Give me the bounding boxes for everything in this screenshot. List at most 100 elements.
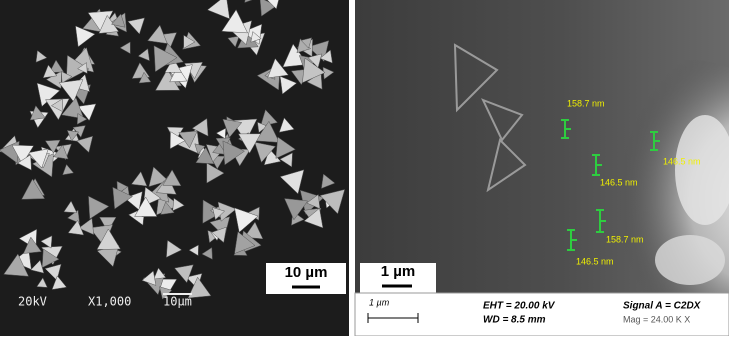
crystal (141, 270, 157, 286)
crystal (307, 53, 323, 69)
crystal (96, 228, 121, 250)
crystal (52, 144, 69, 160)
bright-region (675, 115, 729, 225)
measurements: 158.7 nm 146.5 nm 146.5 nm 158.7 nm 146.… (567, 98, 701, 266)
crystal (244, 0, 253, 3)
measurement: 146.5 nm (600, 177, 638, 187)
crystal (127, 17, 145, 35)
info-bar (354, 292, 729, 337)
crystal (11, 144, 35, 165)
crystal (63, 200, 78, 213)
crystal (254, 141, 276, 163)
crystal (227, 35, 240, 48)
crystal (194, 143, 206, 155)
crystal (234, 231, 256, 254)
measurement: 146.5 nm (663, 156, 701, 166)
crystal (191, 118, 209, 137)
crystal (51, 275, 67, 290)
crystal (187, 276, 212, 299)
crystal (76, 135, 94, 153)
crystal (66, 54, 90, 82)
crystal (36, 277, 48, 288)
crystal (45, 98, 70, 121)
crystal (61, 97, 85, 120)
info-mag: Mag = 24.00 K X (623, 314, 690, 324)
measure-markers (561, 119, 660, 251)
triangle-outline (486, 138, 527, 193)
footer-scale: 10µm (163, 295, 192, 309)
crystal (169, 66, 188, 83)
info-scale: 1 µm (369, 297, 390, 307)
crystal (319, 49, 333, 64)
crystal (36, 82, 61, 107)
crystal (215, 127, 226, 140)
crystal (153, 45, 178, 73)
crystal (40, 235, 53, 249)
crystal (66, 130, 80, 142)
crystal-particles (0, 0, 346, 300)
crystal (207, 0, 230, 20)
crystal (195, 147, 215, 165)
crystal (222, 118, 243, 138)
triangle-outline (453, 43, 499, 113)
crystal (172, 197, 185, 212)
crystal (3, 253, 29, 277)
crystal (77, 113, 88, 125)
crystal (77, 62, 88, 74)
crystal (222, 140, 245, 166)
crystal (201, 247, 213, 260)
crystal (138, 71, 152, 84)
crystal (112, 186, 133, 210)
crystal (67, 219, 85, 236)
crystal (321, 173, 336, 189)
crystal (211, 226, 227, 243)
crystal (42, 64, 58, 79)
info-wd: WD = 8.5 mm (483, 315, 546, 326)
info-scale-bar (367, 313, 419, 323)
crystal (131, 171, 148, 187)
crystal (162, 169, 182, 186)
crystal (234, 207, 259, 233)
scale-box-label: 1 µm (381, 263, 416, 280)
measurement: 158.7 nm (606, 234, 644, 244)
crystal (119, 41, 131, 55)
crystal (28, 148, 49, 169)
info-eht: EHT = 20.00 kV (483, 301, 556, 312)
crystal (67, 209, 80, 224)
crystal (255, 120, 280, 143)
info-signal: Signal A = C2DX (623, 301, 702, 312)
crystal (278, 117, 295, 133)
crystal (111, 13, 126, 28)
crystal (88, 195, 110, 220)
bright-region (655, 235, 725, 285)
crystal (206, 162, 225, 184)
crystal (279, 152, 293, 168)
crystal (284, 198, 309, 221)
voltage: 20kV (18, 295, 47, 309)
crystal (237, 133, 262, 154)
crystal (257, 121, 268, 133)
crystal (319, 189, 346, 215)
crystal (279, 169, 305, 195)
crystal (169, 131, 186, 150)
crystal (62, 164, 74, 176)
crystal (35, 50, 48, 63)
scale-box (266, 263, 346, 294)
crystal (183, 34, 196, 49)
crystal (188, 244, 199, 257)
crystal (137, 48, 150, 62)
crystal (21, 178, 46, 200)
crystal (134, 196, 158, 217)
measurement: 146.5 nm (576, 256, 614, 266)
crystal (306, 194, 321, 210)
crystal (41, 248, 60, 269)
crystal (303, 207, 324, 229)
crystal (300, 37, 313, 49)
crystal (302, 57, 326, 84)
crystal (58, 79, 84, 103)
scale-box (360, 263, 436, 293)
crystal (221, 9, 249, 34)
triangle-outline (481, 98, 524, 142)
crystal (153, 267, 167, 280)
